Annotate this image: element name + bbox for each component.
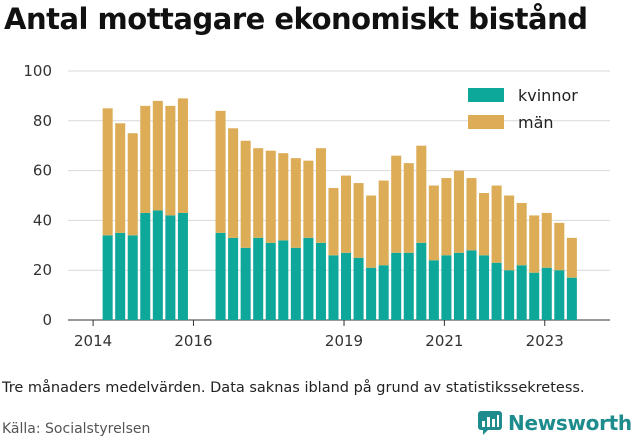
bar-kvinnor bbox=[152, 210, 163, 320]
bar-kvinnor bbox=[366, 267, 377, 320]
bar-män bbox=[366, 195, 377, 268]
bar-män bbox=[504, 195, 515, 271]
x-tick-label: 2019 bbox=[325, 332, 363, 350]
bar-kvinnor bbox=[253, 237, 264, 320]
bar-kvinnor bbox=[566, 277, 577, 320]
bar-män bbox=[378, 180, 389, 266]
bar-kvinnor bbox=[529, 272, 540, 320]
y-tick-label: 60 bbox=[33, 162, 52, 180]
bar-män bbox=[428, 185, 439, 261]
bar-män bbox=[566, 237, 577, 278]
bar-kvinnor bbox=[177, 212, 188, 320]
x-tick-label: 2014 bbox=[74, 332, 112, 350]
bar-kvinnor bbox=[441, 255, 452, 320]
bar-män bbox=[341, 175, 352, 253]
bar-män bbox=[165, 105, 176, 216]
bars bbox=[102, 98, 577, 320]
bar-kvinnor bbox=[516, 265, 527, 320]
x-tick-label: 2016 bbox=[174, 332, 212, 350]
bar-män bbox=[466, 178, 477, 251]
x-tick-label: 2023 bbox=[526, 332, 564, 350]
bar-kvinnor bbox=[391, 252, 402, 320]
bar-män bbox=[152, 100, 163, 211]
bar-män bbox=[177, 98, 188, 213]
bar-kvinnor bbox=[115, 232, 126, 320]
bar-män bbox=[228, 128, 239, 238]
bar-män bbox=[253, 148, 264, 238]
x-tick-label: 2021 bbox=[425, 332, 463, 350]
bar-kvinnor bbox=[140, 212, 151, 320]
chart-caption: Tre månaders medelvärden. Data saknas ib… bbox=[2, 380, 585, 396]
bar-kvinnor bbox=[453, 252, 464, 320]
bar-män bbox=[554, 222, 565, 271]
bar-män bbox=[479, 193, 490, 256]
bar-kvinnor bbox=[541, 267, 552, 320]
bar-män bbox=[278, 153, 289, 241]
bar-män bbox=[453, 170, 464, 253]
bar-män bbox=[215, 110, 226, 233]
bar-män bbox=[127, 133, 138, 236]
legend-label: män bbox=[518, 113, 554, 132]
bar-kvinnor bbox=[215, 232, 226, 320]
bar-kvinnor bbox=[278, 240, 289, 320]
bar-män bbox=[140, 105, 151, 213]
bar-män bbox=[353, 183, 364, 258]
bar-män bbox=[315, 148, 326, 243]
bar-kvinnor bbox=[265, 242, 276, 320]
bar-män bbox=[491, 185, 502, 263]
bar-män bbox=[328, 188, 339, 256]
bar-kvinnor bbox=[290, 247, 301, 320]
brand-name: Newsworthy bbox=[508, 411, 631, 435]
bar-kvinnor bbox=[554, 270, 565, 320]
bar-kvinnor bbox=[303, 237, 314, 320]
bar-män bbox=[516, 202, 527, 266]
source-note: Källa: Socialstyrelsen bbox=[2, 421, 151, 437]
newsworthy-logo-icon bbox=[478, 411, 502, 435]
bar-kvinnor bbox=[328, 255, 339, 320]
bar-män bbox=[303, 160, 314, 238]
bar-kvinnor bbox=[240, 247, 251, 320]
bar-kvinnor bbox=[403, 252, 414, 320]
bar-kvinnor bbox=[504, 270, 515, 320]
bar-kvinnor bbox=[165, 215, 176, 320]
bar-kvinnor bbox=[428, 260, 439, 320]
legend-swatch bbox=[468, 88, 504, 102]
bar-kvinnor bbox=[416, 242, 427, 320]
bar-män bbox=[441, 178, 452, 256]
chart-title: Antal mottagare ekonomiskt bistånd bbox=[4, 2, 588, 36]
legend-label: kvinnor bbox=[518, 86, 578, 105]
bar-män bbox=[541, 212, 552, 268]
bar-män bbox=[265, 150, 276, 243]
stacked-bar-chart: 0 20 40 60 80 100 2014 2016 2019 2021 2023 kvinnor… bbox=[23, 62, 610, 350]
bar-män bbox=[290, 158, 301, 248]
bar-män bbox=[115, 123, 126, 233]
bar-kvinnor bbox=[228, 237, 239, 320]
y-tick-label: 80 bbox=[33, 112, 52, 130]
bar-kvinnor bbox=[102, 235, 113, 320]
bar-män bbox=[391, 155, 402, 253]
bar-kvinnor bbox=[491, 262, 502, 320]
y-tick-label: 40 bbox=[33, 211, 52, 229]
bar-kvinnor bbox=[466, 250, 477, 320]
bar-kvinnor bbox=[315, 242, 326, 320]
y-tick-label: 20 bbox=[33, 261, 52, 279]
legend: kvinnor män bbox=[468, 86, 578, 132]
brand-logo: Newsworthy bbox=[477, 410, 631, 436]
y-tick-label: 100 bbox=[23, 62, 52, 80]
y-tick-label: 0 bbox=[42, 311, 52, 329]
bar-kvinnor bbox=[378, 265, 389, 320]
bar-män bbox=[529, 215, 540, 273]
bar-män bbox=[403, 163, 414, 253]
bar-kvinnor bbox=[479, 255, 490, 320]
bar-kvinnor bbox=[353, 257, 364, 320]
bar-kvinnor bbox=[341, 252, 352, 320]
bar-män bbox=[102, 108, 113, 236]
bar-män bbox=[240, 140, 251, 248]
axes: 0 20 40 60 80 100 2014 2016 2019 2021 2023 bbox=[23, 62, 563, 350]
bar-kvinnor bbox=[127, 235, 138, 320]
legend-swatch bbox=[468, 115, 504, 129]
bar-män bbox=[416, 145, 427, 243]
